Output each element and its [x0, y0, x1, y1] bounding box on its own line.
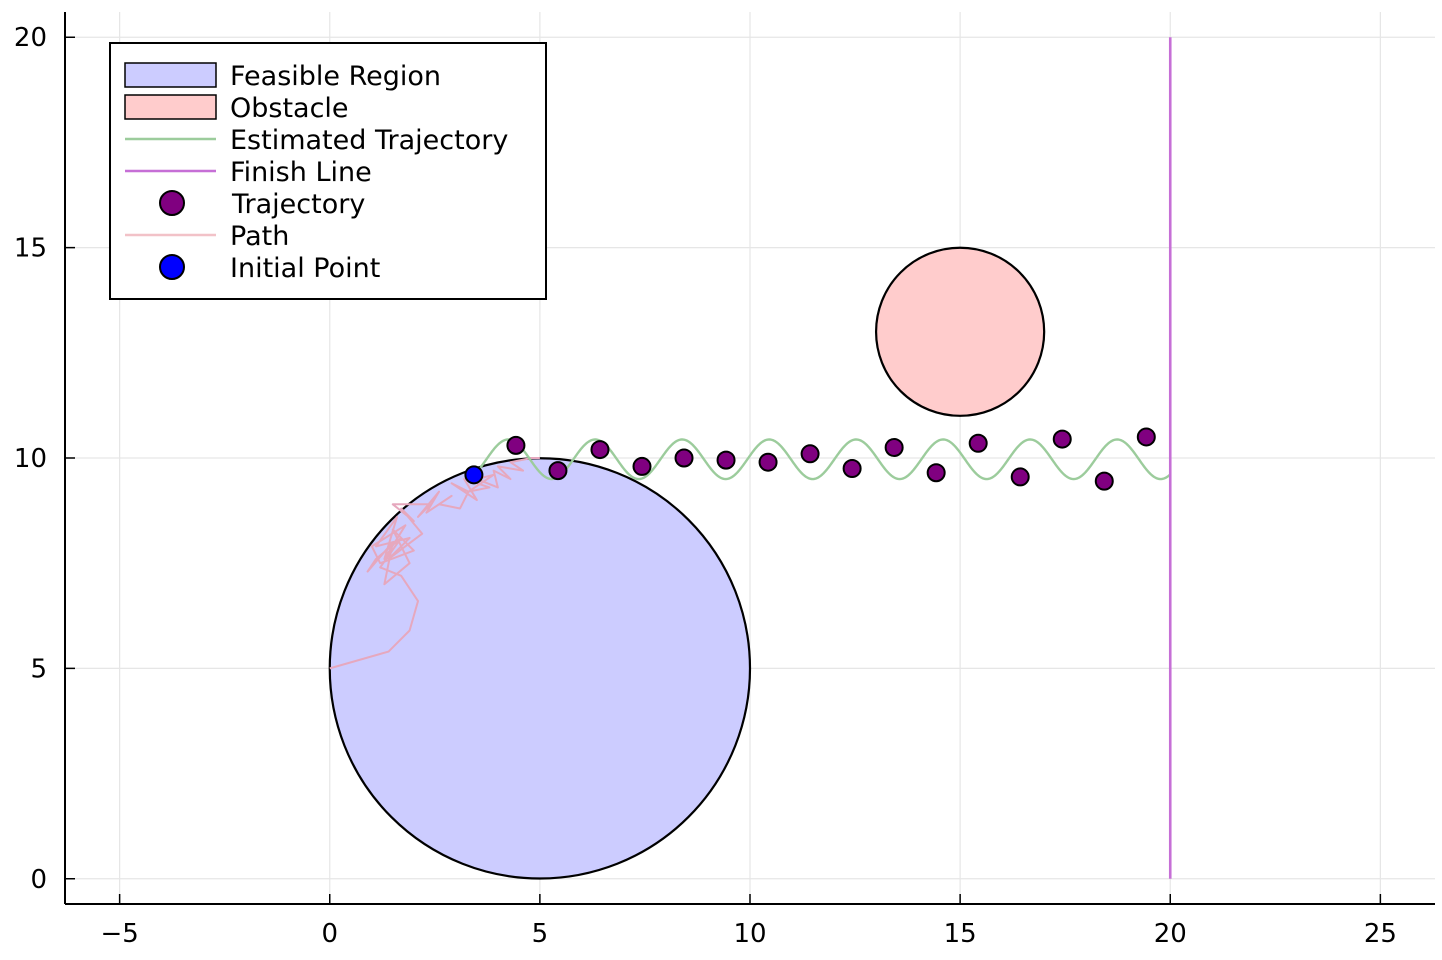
legend-label: Estimated Trajectory [230, 125, 508, 156]
legend-label: Obstacle [230, 93, 349, 124]
legend-swatch [124, 62, 217, 88]
trajectory-point [842, 459, 862, 479]
trajectory-point [800, 444, 820, 464]
trajectory-point [716, 450, 736, 470]
trajectory-point [506, 435, 526, 455]
trajectory-point [1094, 471, 1114, 491]
x-tick-label: −5 [100, 919, 138, 949]
x-tick-label: 15 [944, 919, 977, 949]
trajectory-point [674, 448, 694, 468]
x-tick-label: 20 [1154, 919, 1187, 949]
legend-label: Initial Point [230, 253, 380, 284]
trajectory-point [1136, 427, 1156, 447]
trajectory-point [632, 456, 652, 476]
legend-swatch [124, 94, 217, 120]
axes: −5 0 5 10 15 20 25 0 5 10 15 20 [14, 12, 1435, 949]
trajectory-point [590, 440, 610, 460]
legend-label: Path [230, 221, 289, 252]
initial-point [464, 465, 484, 485]
estimated-trajectory-line [473, 438, 1171, 481]
obstacle [874, 246, 1046, 417]
legend-swatch [159, 254, 185, 280]
y-tick-label: 0 [30, 865, 47, 895]
trajectory-point [548, 461, 568, 481]
trajectory-point [968, 433, 988, 453]
x-tick-label: 10 [733, 919, 766, 949]
trajectory-point [1010, 467, 1030, 487]
trajectory-point [926, 463, 946, 483]
trajectory-point [884, 437, 904, 457]
y-tick-label: 5 [30, 654, 47, 684]
y-tick-label: 20 [14, 23, 47, 53]
x-tick-label: 0 [321, 919, 338, 949]
legend-label: Trajectory [231, 189, 365, 220]
x-tick-label: 25 [1364, 919, 1397, 949]
legend-label: Finish Line [230, 157, 372, 188]
y-tick-label: 10 [14, 444, 47, 474]
plot-shapes [328, 37, 1172, 880]
x-tick-label: 5 [532, 919, 549, 949]
trajectory-point [758, 452, 778, 472]
y-tick-label: 15 [14, 234, 47, 264]
legend-swatch [159, 190, 185, 216]
legend-label: Feasible Region [230, 61, 441, 92]
trajectory-point [1052, 429, 1072, 449]
